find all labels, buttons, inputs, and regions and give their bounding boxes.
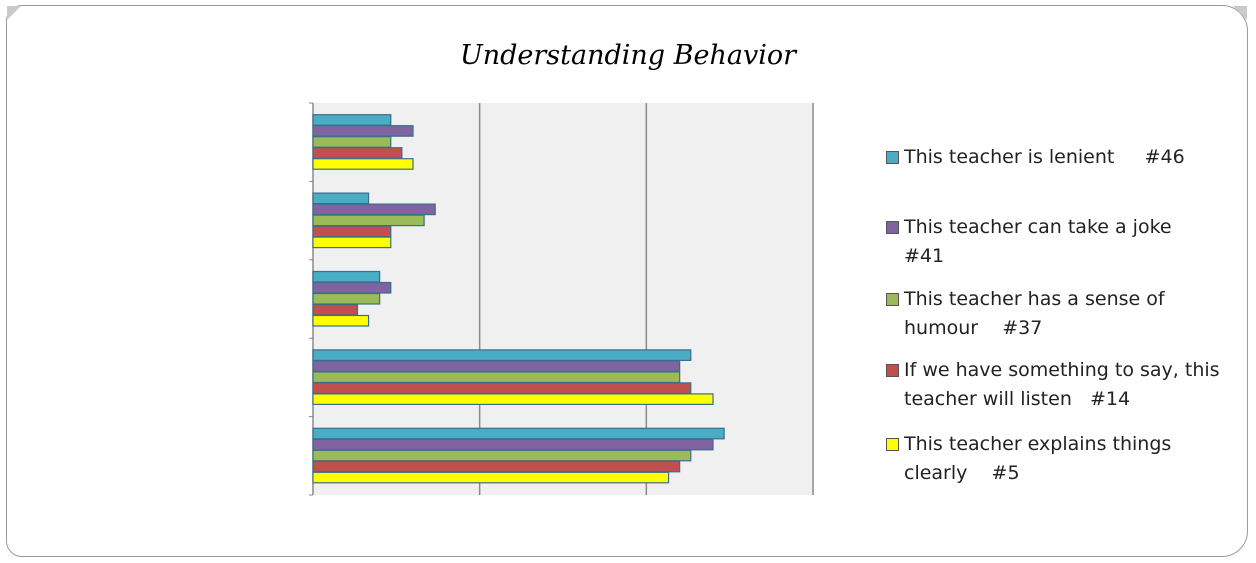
bar: [312, 393, 714, 405]
frame-corner-top-left: [7, 6, 21, 20]
legend-label: This teacher explains things clearly #5: [904, 433, 1178, 484]
bar: [312, 460, 681, 473]
legend-item: This teacher has a sense of humour #37: [886, 285, 1231, 343]
legend-label: This teacher can take a joke #41: [904, 216, 1202, 267]
frame-corner-top-right: [1233, 6, 1247, 20]
bar: [312, 214, 425, 227]
legend-item: This teacher can take a joke #41: [886, 213, 1231, 271]
legend-swatch: [886, 151, 899, 164]
legend-swatch: [886, 364, 899, 377]
bar: [312, 449, 692, 462]
legend-item: If we have something to say, this teache…: [886, 356, 1231, 414]
bar: [312, 236, 392, 249]
bar: [312, 427, 725, 440]
slide-frame: [6, 5, 1248, 557]
legend-label: If we have something to say, this teache…: [904, 359, 1226, 410]
legend-label: This teacher has a sense of humour #37: [904, 288, 1171, 339]
bar: [312, 158, 414, 170]
bar: [312, 382, 692, 394]
bar: [312, 471, 670, 484]
legend-swatch: [886, 293, 899, 306]
bar: [312, 371, 681, 383]
bar: [312, 192, 370, 205]
bar: [312, 292, 381, 305]
bar: [312, 349, 692, 361]
bar: [312, 147, 403, 159]
bar: [312, 438, 714, 451]
legend-label: This teacher is lenient #46: [904, 146, 1185, 168]
bar: [312, 125, 414, 137]
bar: [312, 270, 381, 283]
legend-item: This teacher is lenient #46: [886, 143, 1231, 172]
bar: [312, 136, 392, 148]
bar: [312, 203, 436, 216]
legend-swatch: [886, 438, 899, 451]
bar: [312, 114, 392, 126]
legend-item: This teacher explains things clearly #5: [886, 430, 1231, 488]
bar: [312, 360, 681, 372]
chart-title: Understanding Behavior: [459, 40, 797, 71]
bar: [312, 314, 370, 327]
bar: [312, 225, 392, 238]
bar: [312, 303, 359, 316]
legend-swatch: [886, 221, 899, 234]
bar: [312, 281, 392, 294]
